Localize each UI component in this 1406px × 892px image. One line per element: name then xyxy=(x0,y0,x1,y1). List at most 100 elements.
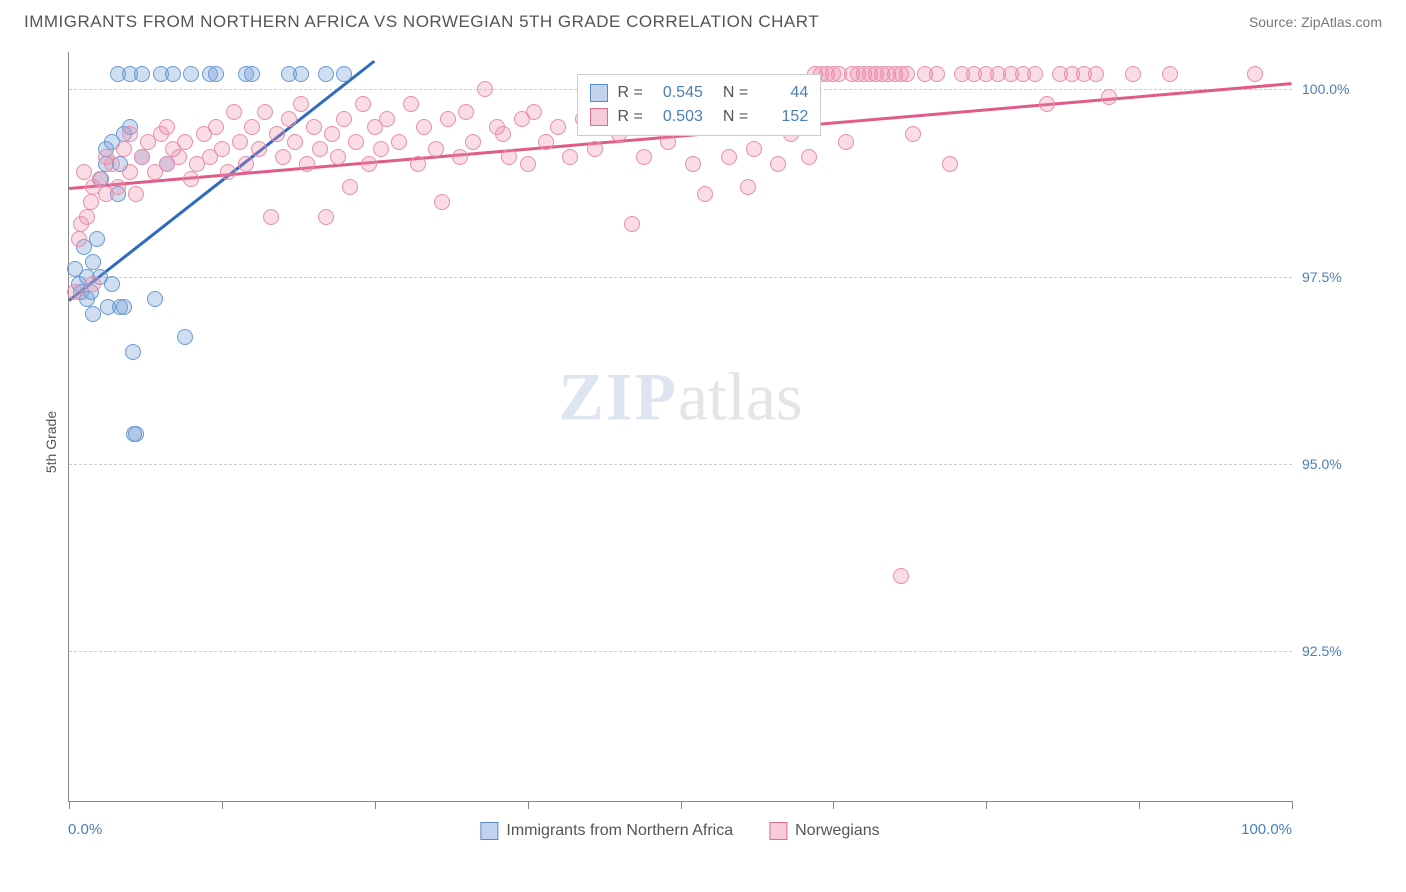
chart-title: IMMIGRANTS FROM NORTHERN AFRICA VS NORWE… xyxy=(24,12,819,32)
legend-swatch xyxy=(590,84,608,102)
data-point xyxy=(293,96,309,112)
data-point xyxy=(336,111,352,127)
source-label: Source: ZipAtlas.com xyxy=(1249,14,1382,30)
data-point xyxy=(324,126,340,142)
data-point xyxy=(434,194,450,210)
data-point xyxy=(293,66,309,82)
data-point xyxy=(183,66,199,82)
data-point xyxy=(159,119,175,135)
data-point xyxy=(520,156,536,172)
data-point xyxy=(942,156,958,172)
data-point xyxy=(85,276,101,292)
data-point xyxy=(452,149,468,165)
data-point xyxy=(76,164,92,180)
data-point xyxy=(89,231,105,247)
data-point xyxy=(1125,66,1141,82)
data-point xyxy=(183,171,199,187)
data-point xyxy=(79,209,95,225)
data-point xyxy=(428,141,444,157)
legend-row: R =0.545N =44 xyxy=(590,81,809,105)
data-point xyxy=(122,164,138,180)
data-point xyxy=(465,134,481,150)
data-point xyxy=(403,96,419,112)
data-point xyxy=(92,171,108,187)
data-point xyxy=(287,134,303,150)
data-point xyxy=(330,149,346,165)
data-point xyxy=(1162,66,1178,82)
data-point xyxy=(391,134,407,150)
data-point xyxy=(899,66,915,82)
data-point xyxy=(71,231,87,247)
data-point xyxy=(104,156,120,172)
data-point xyxy=(1039,96,1055,112)
data-point xyxy=(238,156,254,172)
data-point xyxy=(587,141,603,157)
data-point xyxy=(318,209,334,225)
y-tick-label: 92.5% xyxy=(1302,643,1372,659)
legend-row: R =0.503N =152 xyxy=(590,105,809,129)
data-point xyxy=(281,111,297,127)
watermark-part2: atlas xyxy=(678,358,803,434)
data-point xyxy=(721,149,737,165)
data-point xyxy=(85,306,101,322)
data-point xyxy=(269,126,285,142)
data-point xyxy=(147,291,163,307)
data-point xyxy=(134,149,150,165)
data-point xyxy=(226,104,242,120)
data-point xyxy=(165,66,181,82)
data-point xyxy=(299,156,315,172)
data-point xyxy=(275,149,291,165)
data-point xyxy=(1101,89,1117,105)
data-point xyxy=(177,134,193,150)
data-point xyxy=(1247,66,1263,82)
chart-area: 5th Grade ZIPatlas 92.5%95.0%97.5%100.0%… xyxy=(24,52,1382,832)
legend-item: Immigrants from Northern Africa xyxy=(480,822,733,840)
n-label: N = xyxy=(723,105,748,129)
legend-bottom: Immigrants from Northern Africa Norwegian… xyxy=(480,822,879,840)
data-point xyxy=(85,254,101,270)
data-point xyxy=(348,134,364,150)
y-tick-label: 100.0% xyxy=(1302,81,1372,97)
data-point xyxy=(526,104,542,120)
legend-item: Norwegians xyxy=(769,822,879,840)
data-point xyxy=(263,209,279,225)
data-point xyxy=(746,141,762,157)
r-value: 0.503 xyxy=(653,105,703,129)
data-point xyxy=(220,164,236,180)
correlation-legend: R =0.545N =44R =0.503N =152 xyxy=(577,74,822,136)
data-point xyxy=(244,119,260,135)
data-point xyxy=(177,329,193,345)
y-tick-label: 95.0% xyxy=(1302,456,1372,472)
data-point xyxy=(379,111,395,127)
watermark: ZIPatlas xyxy=(559,357,803,436)
r-value: 0.545 xyxy=(653,81,703,105)
data-point xyxy=(83,194,99,210)
data-point xyxy=(244,66,260,82)
data-point xyxy=(251,141,267,157)
data-point xyxy=(110,179,126,195)
n-label: N = xyxy=(723,81,748,105)
gridline xyxy=(69,651,1292,652)
data-point xyxy=(355,96,371,112)
data-point xyxy=(122,126,138,142)
data-point xyxy=(342,179,358,195)
data-point xyxy=(128,186,144,202)
n-value: 152 xyxy=(758,105,808,129)
data-point xyxy=(208,66,224,82)
data-point xyxy=(893,568,909,584)
data-point xyxy=(67,284,83,300)
data-point xyxy=(477,81,493,97)
legend-label: Norwegians xyxy=(795,822,879,840)
data-point xyxy=(232,134,248,150)
data-point xyxy=(125,344,141,360)
data-point xyxy=(770,156,786,172)
gridline xyxy=(69,277,1292,278)
data-point xyxy=(361,156,377,172)
data-point xyxy=(538,134,554,150)
x-axis-max: 100.0% xyxy=(1241,821,1292,838)
data-point xyxy=(410,156,426,172)
data-point xyxy=(501,149,517,165)
data-point xyxy=(562,149,578,165)
data-point xyxy=(929,66,945,82)
plot-area: ZIPatlas 92.5%95.0%97.5%100.0%R =0.545N … xyxy=(68,52,1292,802)
